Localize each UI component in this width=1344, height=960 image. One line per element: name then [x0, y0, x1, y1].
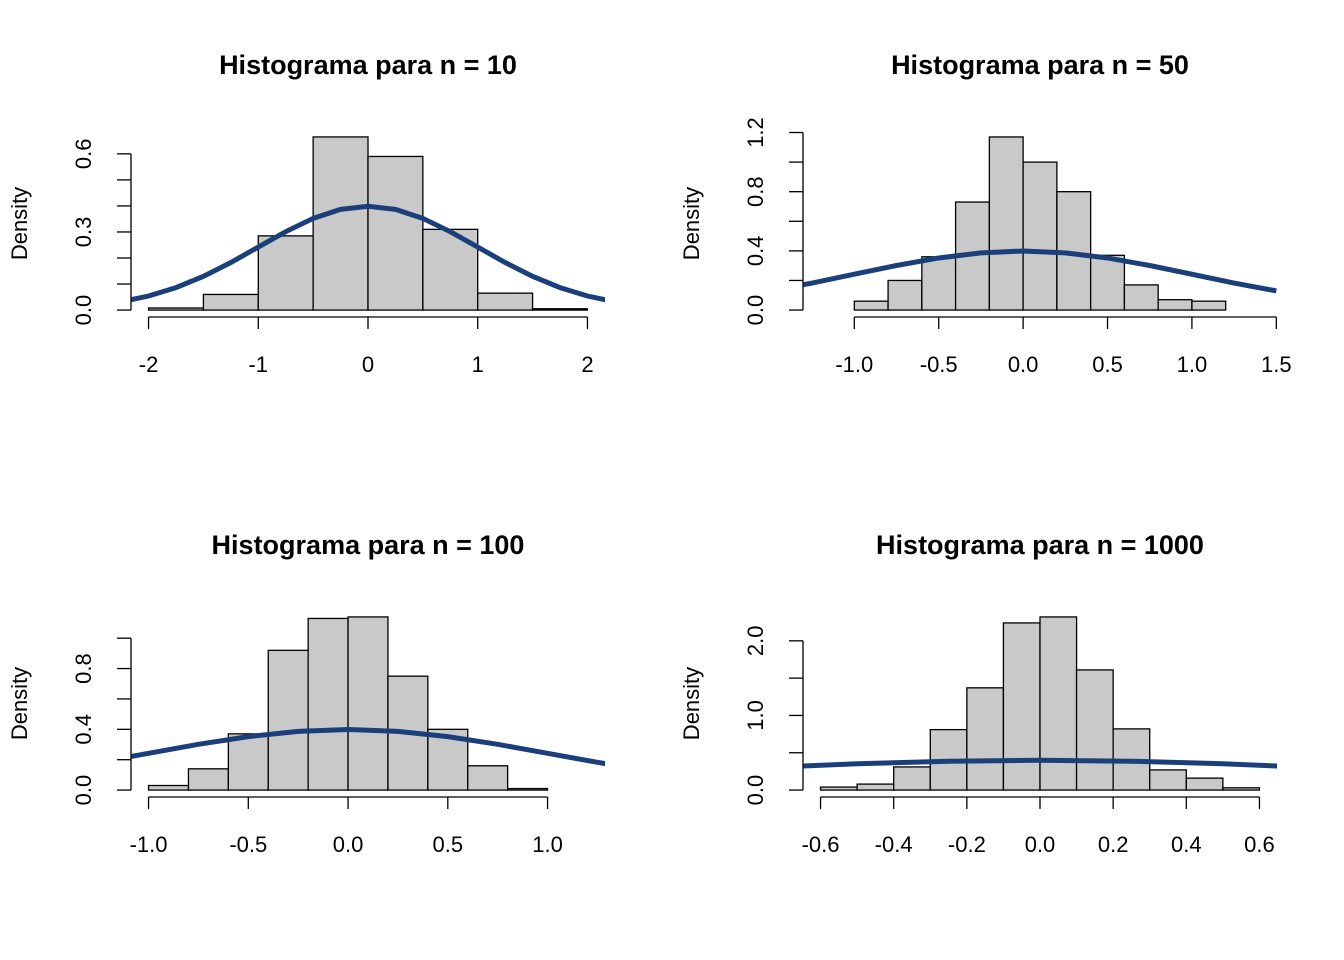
bar — [853, 300, 889, 311]
x-tick-label: 0.0 — [1008, 352, 1039, 377]
y-axis-label: Density — [7, 187, 32, 260]
y-axis-label: Density — [7, 667, 32, 740]
bar — [347, 616, 389, 791]
bar — [367, 155, 424, 311]
bar — [187, 768, 230, 791]
x-tick-label: -0.6 — [802, 832, 840, 857]
bar — [1089, 254, 1126, 311]
x-tick-label: 0.5 — [433, 832, 464, 857]
x-tick-label: -2 — [139, 352, 159, 377]
x-tick-label: 0.5 — [1092, 352, 1123, 377]
x-tick-label: 0.2 — [1098, 832, 1129, 857]
y-tick-label: 0.0 — [71, 295, 96, 326]
y-tick-label: 0.8 — [71, 653, 96, 684]
bar — [893, 766, 931, 791]
panel: Histograma para n = 50 Density -1.0 -0.5 0.0… — [679, 50, 1292, 377]
y-tick-label: 0.0 — [743, 295, 768, 326]
bar — [257, 235, 314, 311]
bar — [531, 308, 589, 311]
bar — [312, 136, 369, 311]
chart-title: Histograma para n = 10 — [219, 50, 517, 80]
bar — [1185, 777, 1224, 791]
x-tick-label: 0 — [362, 352, 374, 377]
x-tick-label: 2 — [581, 352, 593, 377]
x-tick-label: 1.0 — [1177, 352, 1208, 377]
x-tick-label: 1.0 — [532, 832, 563, 857]
x-tick-label: 0.0 — [333, 832, 364, 857]
bar — [1002, 622, 1041, 791]
y-tick-label: 0.6 — [71, 139, 96, 170]
chart-title: Histograma para n = 1000 — [876, 530, 1204, 560]
bar — [227, 733, 269, 791]
bar — [467, 765, 509, 791]
y-tick-label: 0.0 — [743, 775, 768, 806]
x-tick-label: 1.5 — [1261, 352, 1292, 377]
bar — [1123, 284, 1159, 311]
bar — [887, 279, 923, 311]
y-tick-label: 1.2 — [743, 117, 768, 148]
bar — [147, 784, 190, 791]
panel: Histograma para n = 10 Density -2 -1 0 1 2 0.0 0… — [7, 50, 605, 377]
chart-title: Histograma para n = 100 — [212, 530, 525, 560]
y-tick-label: 0.0 — [71, 775, 96, 806]
density-curve — [131, 203, 605, 303]
x-tick-label: -0.2 — [948, 832, 986, 857]
bar — [1039, 616, 1078, 791]
bar — [147, 307, 205, 311]
y-axis-label: Density — [679, 187, 704, 260]
x-tick-label: -1.0 — [835, 352, 873, 377]
panel: Histograma para n = 1000 Density -0.6 -0.4 -… — [679, 530, 1277, 857]
bar — [307, 617, 349, 791]
bar — [506, 787, 549, 791]
y-tick-label: 0.4 — [71, 714, 96, 745]
y-tick-label: 1.0 — [743, 700, 768, 731]
bar — [988, 136, 1024, 311]
y-tick-label: 0.8 — [743, 176, 768, 207]
bar — [819, 786, 858, 791]
bar — [1149, 769, 1187, 791]
bar — [1222, 787, 1261, 791]
panel: Histograma para n = 100 Density -1.0 -0.5 0.… — [7, 530, 605, 857]
y-axis-label: Density — [679, 667, 704, 740]
bar — [477, 292, 534, 311]
bar — [202, 293, 259, 311]
x-tick-label: -0.5 — [229, 832, 267, 857]
density-curve — [803, 757, 1277, 769]
y-tick-label: 0.3 — [71, 217, 96, 248]
chart-title: Histograma para n = 50 — [891, 50, 1189, 80]
bar — [1075, 669, 1114, 791]
bar — [1022, 161, 1058, 311]
bar — [1191, 300, 1227, 311]
x-tick-label: 0.4 — [1171, 832, 1202, 857]
density-curve — [131, 726, 605, 767]
x-tick-label: -0.4 — [875, 832, 913, 857]
bar — [856, 783, 895, 791]
bar — [1157, 299, 1193, 311]
y-tick-label: 0.4 — [743, 236, 768, 267]
x-tick-label: -1 — [248, 352, 268, 377]
x-tick-label: 0.0 — [1025, 832, 1056, 857]
bar — [966, 687, 1005, 791]
x-tick-label: 0.6 — [1244, 832, 1275, 857]
y-tick-label: 2.0 — [743, 626, 768, 657]
x-tick-label: 1 — [472, 352, 484, 377]
x-tick-label: -0.5 — [920, 352, 958, 377]
density-curve — [803, 248, 1277, 294]
bar — [267, 649, 309, 791]
x-tick-label: -1.0 — [130, 832, 168, 857]
bar — [921, 256, 957, 311]
